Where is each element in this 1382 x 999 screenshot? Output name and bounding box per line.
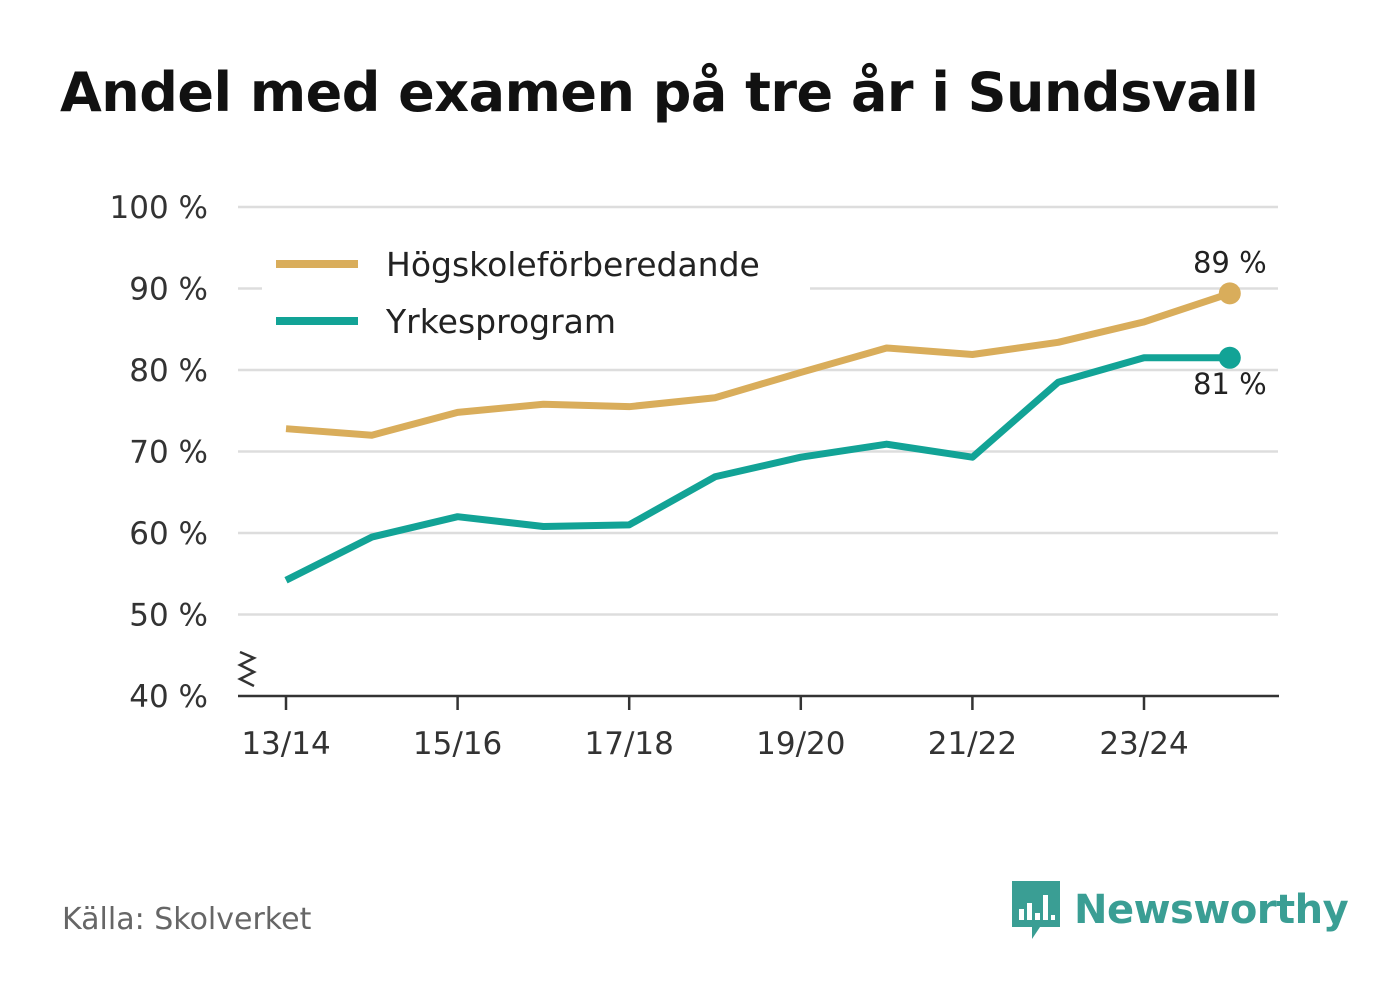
x-tick-label: 17/18 <box>585 726 674 762</box>
axes <box>237 650 1279 698</box>
end-label: 89 % <box>1193 245 1267 279</box>
chart-title: Andel med examen på tre år i Sundsvall <box>60 61 1259 124</box>
legend-label: Yrkesprogram <box>385 302 616 341</box>
legend: Högskoleförberedande Yrkesprogram <box>262 236 810 350</box>
end-markers: 89 % 81 % <box>1193 245 1267 400</box>
axis-break-icon <box>237 650 257 688</box>
y-tick-label: 40 % <box>129 679 208 715</box>
y-axis-ticks: 40 % 50 % 60 % 70 % 80 % 90 % 100 % <box>110 190 208 715</box>
x-tick-label: 15/16 <box>413 726 502 762</box>
x-tick-label: 13/14 <box>241 726 330 762</box>
end-marker <box>1218 282 1241 305</box>
end-marker <box>1218 346 1241 369</box>
x-axis-ticks: 13/14 15/16 17/18 19/20 21/22 23/24 <box>241 696 1189 762</box>
x-tick-label: 21/22 <box>928 726 1017 762</box>
y-tick-label: 60 % <box>129 516 208 552</box>
series-lines <box>284 290 1231 584</box>
source-note: Källa: Skolverket <box>62 902 312 937</box>
y-tick-label: 100 % <box>110 190 208 226</box>
legend-label: Högskoleförberedande <box>386 245 760 284</box>
y-tick-label: 70 % <box>129 435 208 471</box>
y-tick-label: 90 % <box>129 272 208 308</box>
y-tick-label: 50 % <box>129 598 208 634</box>
y-tick-label: 80 % <box>129 353 208 389</box>
series-line <box>284 354 1230 584</box>
newsworthy-logo-icon <box>1012 881 1060 939</box>
x-tick-label: 19/20 <box>756 726 845 762</box>
x-tick-label: 23/24 <box>1099 726 1188 762</box>
series-line <box>285 290 1231 439</box>
end-label: 81 % <box>1193 367 1267 401</box>
gridlines <box>238 205 1278 616</box>
legend-background <box>262 236 810 350</box>
brand-name: Newsworthy <box>1074 887 1349 933</box>
brand-logo: Newsworthy <box>1010 878 1349 942</box>
